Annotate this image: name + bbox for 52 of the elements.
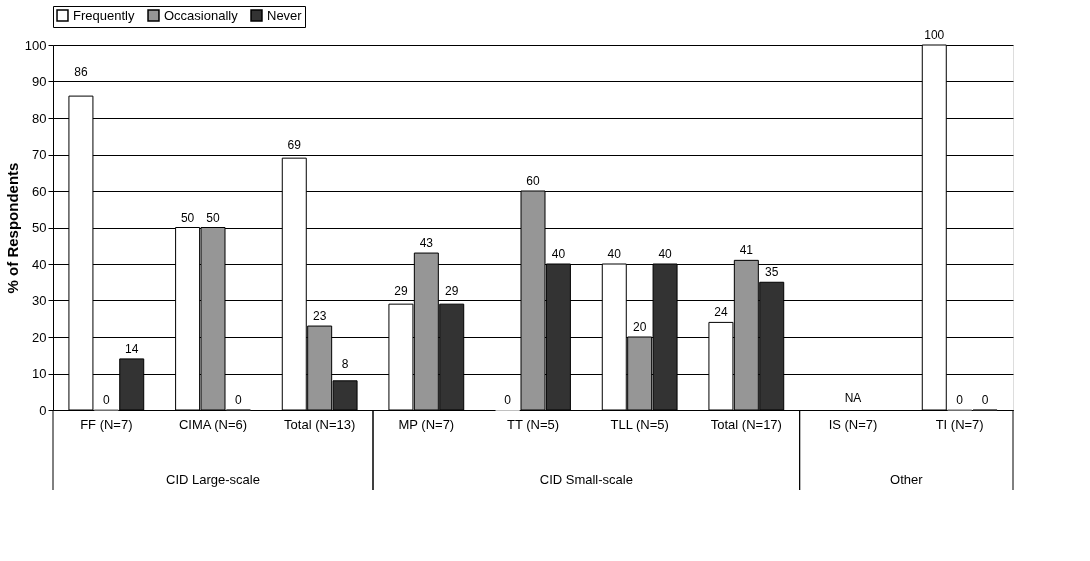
data-label: 0 (102, 393, 110, 407)
y-tick-label: 40 (32, 256, 47, 272)
data-label: 40 (607, 247, 622, 261)
y-tick-label: 30 (32, 293, 47, 308)
data-label: 41 (739, 243, 754, 258)
data-label: 40 (551, 247, 566, 261)
y-tick-label: 80 (32, 110, 47, 126)
x-tick-label: IS (N=7) (828, 416, 878, 432)
data-label: 43 (419, 236, 434, 251)
y-tick-label: 100 (24, 37, 47, 53)
y-tick-label: 70 (32, 147, 47, 162)
x-tick-label: Total (N=17) (710, 416, 782, 432)
data-label: 35 (765, 265, 779, 280)
y-tick-label: 60 (32, 183, 47, 199)
data-label: 23 (312, 309, 327, 324)
data-label: 29 (394, 283, 408, 298)
legend-label: Frequently (73, 7, 135, 23)
text: CID Small-scale (539, 472, 633, 487)
y-tick-label: 10 (32, 366, 47, 381)
x-tick-label: Total (N=13) (284, 416, 356, 432)
data-label: 40 (658, 247, 673, 261)
x-tick-label: TI (N=7) (935, 416, 984, 432)
data-label: 100 (924, 28, 945, 42)
data-label: 69 (287, 137, 302, 152)
text: CID Large-scale (166, 472, 260, 487)
y-tick-label: 20 (32, 329, 47, 345)
data-label: 8 (341, 356, 349, 371)
data-label: 24 (714, 305, 728, 320)
y-tick-label: 90 (32, 74, 47, 89)
data-label: 20 (632, 320, 647, 334)
y-axis-title: % of Respondents (3, 162, 21, 294)
data-label: 0 (504, 393, 512, 407)
x-tick-label: FF (N=7) (80, 416, 133, 432)
data-label: 86 (74, 64, 88, 79)
y-tick-label: 0 (39, 402, 47, 418)
data-label: 0 (981, 393, 989, 407)
data-label: 50 (206, 210, 220, 225)
data-label: 14 (125, 341, 139, 356)
legend-label: Never (267, 7, 303, 23)
text: Other (890, 472, 924, 487)
data-label: 0 (235, 393, 243, 407)
x-tick-label: TLL (N=5) (610, 416, 669, 432)
x-tick-label: CIMA (N=6) (178, 416, 248, 432)
data-label: 60 (526, 174, 540, 188)
data-label: 50 (180, 210, 195, 225)
x-tick-label: MP (N=7) (398, 416, 455, 432)
data-label: 0 (956, 393, 964, 407)
legend-label: Occasionally (164, 7, 239, 23)
data-label: 29 (445, 283, 459, 298)
annotation: NA (844, 391, 862, 405)
y-tick-label: 50 (32, 220, 47, 235)
x-tick-label: TT (N=5) (506, 416, 560, 432)
